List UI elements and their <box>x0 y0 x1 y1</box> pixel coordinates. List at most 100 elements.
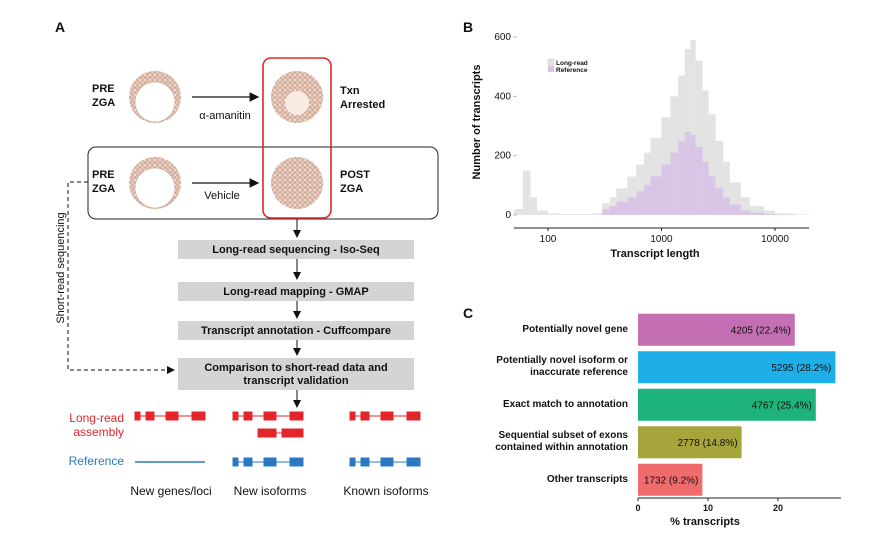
y-tick-label: 0 <box>505 210 511 221</box>
value-label: 4767 (25.4%) <box>752 400 812 411</box>
embryo <box>271 157 323 209</box>
label: Short-read sequencing <box>55 212 67 323</box>
hist-bar <box>740 197 750 215</box>
hist-bar <box>764 210 775 215</box>
hist-bar <box>593 213 603 215</box>
legend-swatch <box>547 58 555 66</box>
hist-bar <box>729 182 741 215</box>
embryo <box>129 71 181 123</box>
hist-bar <box>609 206 617 215</box>
hist-bar <box>715 140 724 215</box>
label: Vehicle <box>204 190 239 202</box>
hist-bar <box>729 204 741 215</box>
panel-label: C <box>463 305 473 321</box>
step: Comparison to short-read data and transcr… <box>204 362 387 387</box>
column-label: Known isoforms <box>343 484 428 498</box>
y-axis-label: Number of transcripts <box>471 65 483 180</box>
column-label: New genes/loci <box>130 484 211 498</box>
hist-bar <box>670 152 679 215</box>
gene-model <box>134 411 421 438</box>
value-label: 4205 (22.4%) <box>731 325 791 336</box>
hist-bar <box>740 210 750 215</box>
bar <box>638 426 742 459</box>
hist-bar <box>690 39 696 215</box>
hist-bar <box>661 164 671 215</box>
hist-bar <box>749 212 765 215</box>
step: Long-read mapping - GMAP <box>223 286 368 298</box>
hist-bar <box>636 191 644 215</box>
step-box <box>178 240 414 259</box>
hist-bar <box>571 214 583 215</box>
hist-bar <box>530 197 538 215</box>
hist-bar <box>678 140 685 215</box>
category-label: Exact match to annotation <box>502 398 628 410</box>
hist-bar <box>627 197 637 215</box>
label: PRE ZGA <box>92 83 115 109</box>
bar <box>638 388 816 421</box>
x-tick-label: 0 <box>635 503 640 513</box>
hist-bar <box>702 90 709 215</box>
hist-bar <box>513 209 523 215</box>
x-axis-label: Transcript length <box>610 248 700 260</box>
panel-label: B <box>463 19 473 35</box>
step: Transcript annotation - Cuffcompare <box>201 325 391 337</box>
step-box <box>178 358 414 390</box>
panel-label: A <box>55 19 65 35</box>
legend-label: Long-read <box>556 60 588 67</box>
hist-bar <box>708 114 716 215</box>
hist-bar <box>643 152 651 215</box>
hist-bar <box>695 60 703 215</box>
category-label: Sequential subset of exons contained wit… <box>495 430 628 454</box>
hist-bar <box>690 134 696 215</box>
y-tick-label: 200 <box>494 151 511 162</box>
category-label: Other transcripts <box>546 473 628 485</box>
hist-bar <box>636 164 644 215</box>
track-label: Reference <box>69 454 125 468</box>
hist-bar <box>794 214 810 215</box>
x-tick-label: 100 <box>540 234 557 245</box>
post-box <box>262 57 332 219</box>
value-label: 1732 (9.2%) <box>644 475 698 486</box>
step-box <box>178 321 414 340</box>
hist-bar <box>708 176 716 215</box>
label: POST ZGA <box>340 169 370 195</box>
y-tick-label: 600 <box>494 32 511 43</box>
track-label: Long-read assembly <box>69 411 124 439</box>
hist-bar <box>723 197 730 215</box>
legend-label: Reference <box>556 67 588 74</box>
category-label: Potentially novel gene <box>522 323 628 335</box>
hist-bar <box>602 209 610 215</box>
hist-bar <box>616 201 628 215</box>
hist-bar <box>650 176 662 215</box>
label: PRE ZGA <box>92 169 115 195</box>
bar <box>638 313 795 346</box>
hist-bar <box>684 131 691 215</box>
hist-bar <box>723 161 730 215</box>
x-tick-label: 1000 <box>650 234 673 245</box>
hist-bar <box>695 146 703 215</box>
hist-bar <box>643 185 651 215</box>
column-label: New isoforms <box>234 484 307 498</box>
embryo <box>129 157 181 209</box>
dashed-arrow <box>67 181 175 374</box>
hist-bar <box>749 206 765 215</box>
label: α-amanitin <box>199 110 251 122</box>
x-tick-label: 20 <box>773 503 783 513</box>
bar <box>638 463 703 496</box>
gene-model <box>135 457 421 467</box>
legend-swatch <box>547 65 555 73</box>
category-label: Potentially novel isoform or inaccurate … <box>496 355 628 379</box>
hist-bar <box>537 210 548 215</box>
hist-bar <box>715 188 724 215</box>
step-box <box>178 282 414 301</box>
x-axis-label: % transcripts <box>670 516 740 528</box>
label: Txn Arrested <box>340 85 385 111</box>
hist-bar <box>702 161 709 215</box>
x-tick-label: 10 <box>703 503 713 513</box>
hist-bar <box>775 213 795 215</box>
bar <box>638 351 836 384</box>
hist-bar <box>522 170 531 215</box>
y-tick-label: 400 <box>494 91 511 102</box>
